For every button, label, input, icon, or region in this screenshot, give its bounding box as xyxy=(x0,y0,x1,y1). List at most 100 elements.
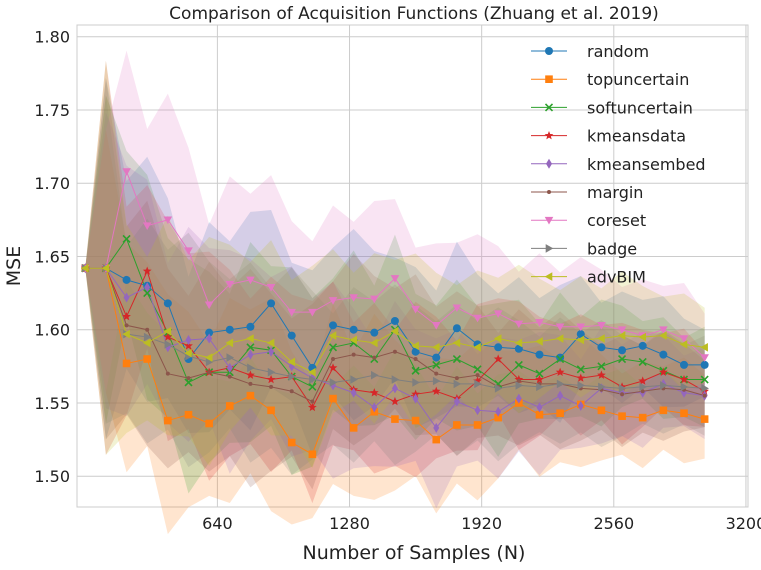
data-point xyxy=(309,375,317,384)
data-point xyxy=(184,341,193,350)
data-point xyxy=(431,322,441,330)
data-point xyxy=(535,350,544,359)
data-point xyxy=(289,389,294,394)
data-point xyxy=(268,346,275,357)
data-point xyxy=(390,326,399,336)
data-point xyxy=(680,382,689,392)
legend-item: kmeansdata xyxy=(531,127,686,146)
legend: random topuncertain softuncertain kmeansdat… xyxy=(531,42,706,287)
data-point xyxy=(556,354,565,364)
data-point xyxy=(267,406,275,415)
legend-label: topuncertain xyxy=(587,70,689,89)
data-point xyxy=(493,354,503,363)
data-point xyxy=(328,297,338,305)
error-band xyxy=(85,60,705,504)
data-point xyxy=(555,334,564,343)
legend-item: softuncertain xyxy=(531,98,693,117)
data-point xyxy=(535,374,544,384)
data-point xyxy=(165,371,170,376)
data-point xyxy=(142,222,152,231)
legend-item: kmeansembed xyxy=(531,155,706,174)
data-point xyxy=(164,416,172,425)
data-point xyxy=(369,388,379,397)
data-point xyxy=(495,406,502,417)
data-point xyxy=(494,343,503,352)
data-point xyxy=(308,450,317,459)
data-point xyxy=(700,343,708,352)
data-point xyxy=(494,384,503,393)
legend-item: topuncertain xyxy=(531,70,689,89)
data-point xyxy=(452,304,462,313)
x-axis-label: Number of Samples (N) xyxy=(303,542,526,564)
data-point xyxy=(412,393,419,404)
data-point xyxy=(638,332,647,342)
data-point xyxy=(473,343,481,352)
data-point xyxy=(144,282,151,293)
data-point xyxy=(163,216,173,225)
data-point xyxy=(680,409,688,418)
error-bands xyxy=(85,50,705,535)
data-point xyxy=(514,344,523,353)
data-point xyxy=(349,325,358,334)
data-point xyxy=(226,362,233,373)
y-axis-label: MSE xyxy=(3,246,25,286)
data-point xyxy=(576,335,585,345)
legend-marker xyxy=(544,272,553,281)
data-point xyxy=(184,348,192,358)
data-point xyxy=(659,406,668,415)
data-point xyxy=(411,341,419,351)
data-point xyxy=(474,405,481,416)
data-point xyxy=(473,365,482,374)
legend-item: advBIM xyxy=(531,268,646,287)
data-point xyxy=(618,384,627,393)
legend-label: kmeansdata xyxy=(587,127,686,146)
data-point xyxy=(122,234,131,243)
data-point xyxy=(452,338,461,348)
data-point xyxy=(101,263,110,273)
data-point xyxy=(535,319,544,327)
data-point xyxy=(577,400,584,411)
data-point xyxy=(514,320,524,329)
data-point xyxy=(205,328,214,337)
data-point xyxy=(247,349,254,360)
data-point xyxy=(247,363,255,373)
legend-marker xyxy=(545,47,553,55)
data-point xyxy=(225,338,234,348)
data-point xyxy=(391,375,400,384)
legend-label: margin xyxy=(587,183,643,202)
data-point xyxy=(638,413,647,422)
data-point xyxy=(392,349,397,354)
y-tick-label: 1.55 xyxy=(34,394,70,413)
data-point xyxy=(535,410,544,419)
data-point xyxy=(370,295,379,304)
data-point xyxy=(556,353,565,362)
data-point xyxy=(617,326,627,335)
data-point xyxy=(328,363,338,372)
data-point xyxy=(287,331,296,340)
y-tick-label: 1.70 xyxy=(34,174,70,193)
data-point xyxy=(143,355,151,363)
data-point xyxy=(658,367,668,376)
data-point xyxy=(701,384,709,393)
data-point xyxy=(413,357,418,362)
data-point xyxy=(287,357,296,367)
data-point xyxy=(267,299,276,308)
legend-item: coreset xyxy=(531,211,646,230)
data-point xyxy=(433,422,440,433)
data-point xyxy=(638,357,647,367)
data-point xyxy=(225,402,234,410)
data-point xyxy=(640,389,645,394)
data-point xyxy=(372,355,377,360)
data-point xyxy=(267,367,276,377)
legend-label: softuncertain xyxy=(587,98,693,117)
data-point xyxy=(597,343,606,352)
y-tick-label: 1.60 xyxy=(34,321,70,340)
data-point xyxy=(659,331,667,340)
data-point xyxy=(391,415,399,423)
data-point xyxy=(411,347,420,356)
data-point xyxy=(679,340,688,349)
data-point xyxy=(411,416,420,425)
legend-marker xyxy=(544,131,554,140)
data-point xyxy=(206,333,213,344)
data-point xyxy=(576,323,586,332)
